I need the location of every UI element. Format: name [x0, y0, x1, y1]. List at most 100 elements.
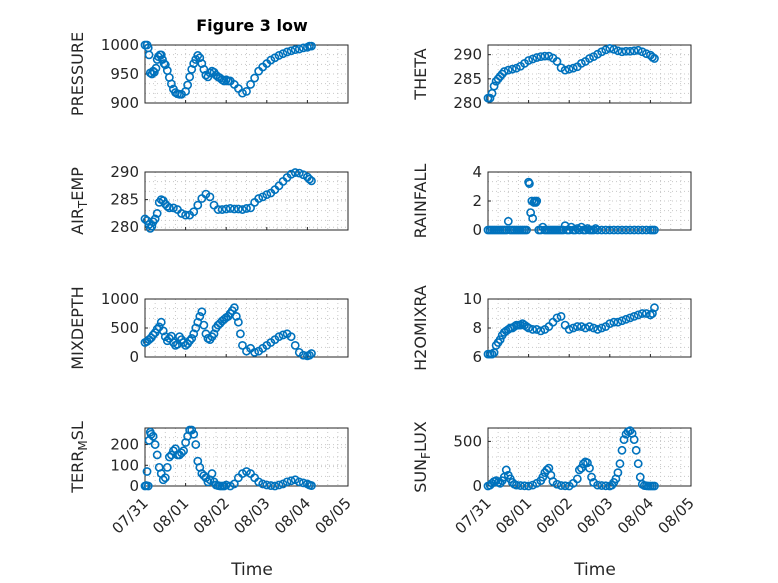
theta-point	[552, 57, 562, 66]
rainfall-ytick-label: 4	[472, 163, 482, 181]
sun-flux-point	[631, 445, 641, 455]
h2omixra-point	[487, 349, 497, 359]
h2omixra-point	[613, 317, 623, 327]
pressure-point	[282, 47, 292, 57]
theta-point	[485, 93, 495, 103]
sun-flux-point	[538, 472, 548, 482]
terr-msl-point	[199, 471, 209, 481]
terr-msl-point	[143, 481, 153, 491]
h2omixra-point	[641, 309, 651, 318]
h2omixra-ytick-label: 8	[472, 319, 482, 337]
theta-point	[503, 65, 513, 75]
h2omixra-point	[532, 325, 542, 334]
terr-msl-point	[203, 477, 213, 487]
air-temp-point	[152, 209, 162, 218]
terr-msl-point	[150, 440, 160, 449]
h2omixra-point	[629, 311, 639, 321]
theta-point	[629, 46, 639, 56]
x-axis-label-left: Time	[230, 560, 273, 580]
mixdepth-point	[236, 329, 245, 339]
air-temp-point	[217, 205, 227, 214]
terr-msl-point	[187, 425, 197, 435]
air-temp-point	[213, 205, 223, 214]
pressure-point	[159, 59, 169, 68]
air-temp-point	[150, 214, 160, 224]
theta-point	[532, 53, 542, 62]
mixdepth-point	[278, 330, 288, 340]
sun-flux-point	[574, 465, 584, 475]
h2omixra-ytick-label: 10	[463, 290, 482, 308]
air-temp-point	[242, 204, 251, 213]
terr-msl-point	[164, 452, 174, 462]
mixdepth-ytick-label: 1000	[101, 290, 139, 308]
terr-msl-frame	[144, 427, 349, 487]
sun-flux-point	[576, 463, 586, 473]
pressure-point	[166, 79, 176, 89]
sun-flux-point	[615, 459, 625, 469]
air-temp-point	[254, 194, 264, 203]
terr-msl-point	[262, 480, 272, 490]
theta-ytick-label: 285	[453, 70, 482, 88]
rainfall-point	[525, 179, 534, 188]
terr-msl-point	[177, 448, 186, 458]
rainfall-point	[572, 224, 582, 233]
mixdepth-point	[197, 307, 207, 317]
pressure-point	[193, 51, 203, 60]
figure-title: Figure 3 low	[196, 16, 308, 35]
rainfall-axis-label: RAINFALL	[411, 164, 430, 239]
rainfall-point	[637, 225, 647, 235]
mixdepth-axis-label: MIXDEPTH	[68, 286, 87, 369]
mixdepth-point	[148, 330, 158, 340]
mixdepth-ytick-label: 500	[110, 319, 139, 337]
h2omixra-point	[597, 323, 607, 333]
mixdepth-point	[274, 332, 284, 342]
sun-flux-point	[552, 479, 562, 489]
sun-flux-point	[619, 435, 629, 444]
terr-msl-ytick-label: 200	[110, 436, 139, 454]
sun-flux-ytick-label: 0	[472, 477, 482, 495]
air-temp-point	[246, 203, 255, 213]
xtick-label: 08/05	[655, 494, 698, 537]
rainfall-point	[621, 225, 631, 235]
air-temp-axis-label: AIRTEMP	[68, 167, 90, 235]
pressure-point	[290, 45, 300, 55]
sun-flux-point	[583, 458, 592, 468]
terr-msl-point	[229, 479, 239, 489]
sun-flux-point	[617, 445, 627, 455]
mixdepth-ytick-label: 0	[129, 348, 139, 366]
sun-flux-point	[613, 468, 623, 478]
rainfall-point	[589, 225, 598, 235]
sun-flux-point	[542, 465, 552, 475]
terr-msl-point	[294, 477, 304, 487]
h2omixra-point	[576, 322, 586, 331]
h2omixra-point	[637, 309, 647, 318]
mixdepth-point	[229, 303, 239, 313]
xtick-label: 08/05	[312, 494, 355, 537]
xtick-label: 08/03	[230, 494, 273, 537]
rainfall-point	[597, 225, 607, 235]
mixdepth-point	[185, 336, 195, 346]
rainfall-point	[532, 196, 542, 206]
xtick-label: 08/03	[573, 494, 616, 537]
h2omixra-point	[621, 314, 631, 324]
pressure-ytick-label: 950	[110, 65, 139, 83]
h2omixra-point	[556, 311, 566, 321]
sun-flux-point	[556, 481, 566, 490]
sun-flux-point	[528, 480, 538, 490]
sun-flux-point	[597, 481, 607, 490]
mixdepth-point	[238, 340, 247, 350]
xtick-label: 08/01	[492, 494, 535, 537]
pressure-point	[242, 87, 251, 96]
terr-msl-point	[142, 467, 152, 476]
sun-flux-ytick-label: 500	[453, 432, 482, 450]
h2omixra-point	[609, 317, 619, 327]
rainfall-point	[581, 225, 590, 235]
theta-point	[497, 69, 507, 79]
terr-msl-point	[266, 481, 276, 490]
h2omixra-point	[646, 310, 655, 320]
air-temp-point	[229, 204, 239, 214]
air-temp-point	[294, 168, 304, 178]
mixdepth-point	[307, 349, 316, 358]
